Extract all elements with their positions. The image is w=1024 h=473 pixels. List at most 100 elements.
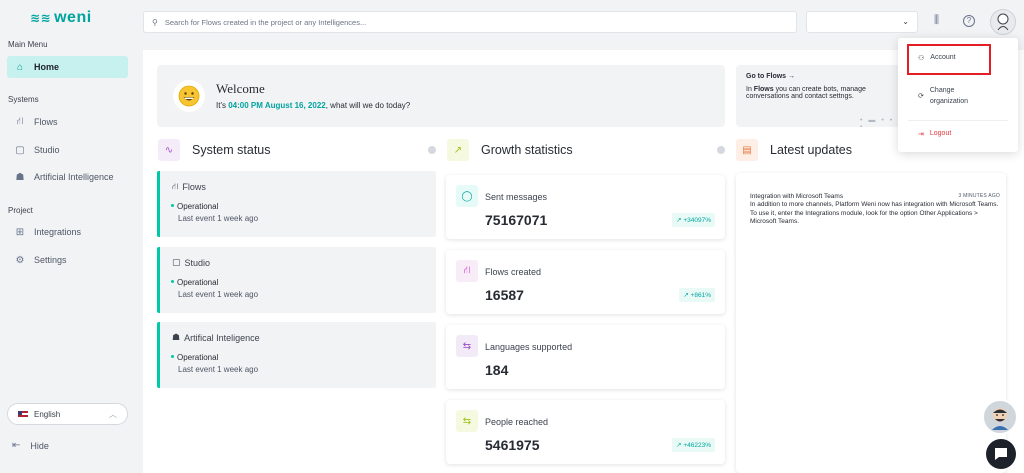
goto-text: In Flows you can create bots, manage con… (746, 86, 891, 100)
status-name-text: Studio (184, 257, 211, 268)
logout-icon: ⇥ (918, 131, 924, 138)
stat-label: People reached (485, 417, 549, 427)
search-bar: ⚲ (143, 11, 797, 33)
stat-label: Flows created (485, 267, 542, 277)
menu-item-account[interactable]: ⚇ Account (918, 54, 956, 62)
search-input[interactable] (164, 17, 796, 27)
stat-card-sent-messages: ◯ Sent messages 75167071 ↗ +34097% (446, 175, 725, 239)
user-icon: ⚇ (918, 55, 925, 62)
stat-card-people-reached: ⇆ People reached 5461975 ↗ +46223% (446, 400, 725, 464)
search-icon: ⚲ (152, 17, 158, 27)
growth-badge: ↗ +861% (679, 288, 715, 302)
sidebar-item-label: Home (34, 62, 60, 72)
welcome-message: It's 04:00 PM August 16, 2022, what will… (216, 101, 410, 110)
us-flag-icon (18, 411, 28, 417)
update-title: Integration with Microsoft Teams (750, 193, 844, 200)
section-title: Growth statistics (481, 143, 573, 157)
status-card-flows: ⛙ Flows Operational Last event 1 week ago (157, 171, 436, 237)
studio-icon: ▢ (172, 257, 181, 267)
refresh-icon: ⟳ (918, 93, 924, 100)
sidebar-item-label: Settings (34, 255, 67, 265)
growth-badge-text: +34097% (683, 216, 711, 224)
message-icon: ◯ (456, 185, 478, 207)
update-item[interactable]: Integration with Microsoft Teams 3 MINUT… (750, 193, 1000, 227)
info-icon[interactable] (717, 146, 725, 154)
status-card-name: ⛙ Flows (172, 181, 206, 193)
flows-icon: ⛙ (16, 115, 24, 127)
sidebar-item-studio[interactable]: ▢ Studio (7, 139, 128, 161)
status-name-text: Flows (182, 182, 206, 192)
languages-icon: ⇆ (456, 335, 478, 357)
library-icon[interactable]: ⫼ (934, 14, 940, 26)
update-header: Integration with Microsoft Teams 3 MINUT… (750, 193, 1000, 201)
language-label: English (34, 409, 61, 419)
chevron-up-icon: ︿ (109, 409, 117, 419)
trending-up-icon: ↗ (447, 139, 469, 161)
welcome-prefix: It's (216, 101, 229, 110)
sidebar-item-home[interactable]: ⌂ Home (7, 56, 128, 78)
account-menu: ⚇ Account ⟳ Change organization ⇥ Logout (898, 38, 1018, 152)
activity-icon: ∿ (158, 139, 180, 161)
latest-updates-header: ▤ Latest updates (736, 139, 852, 161)
growth-badge: ↗ +34097% (672, 213, 715, 227)
growth-badge: ↗ +46223% (672, 438, 715, 452)
status-text: Operational (170, 278, 219, 287)
menu-item-logout[interactable]: ⇥ Logout (918, 130, 951, 138)
welcome-card: Welcome It's 04:00 PM August 16, 2022, w… (157, 65, 725, 127)
sidebar-item-settings[interactable]: ⚙ Settings (7, 249, 128, 271)
highlight-box (907, 44, 991, 75)
project-select[interactable]: ⌄ (806, 11, 918, 33)
robot-icon: ☗ (172, 332, 181, 342)
welcome-time: 04:00 PM August 16, 2022 (228, 101, 326, 110)
home-icon: ⌂ (16, 61, 24, 73)
assistant-avatar[interactable] (982, 399, 1018, 435)
help-icon[interactable]: ? (963, 15, 975, 27)
carousel-dots[interactable]: • ▬ • • • (860, 117, 895, 127)
weni-logo[interactable]: ≋≋ weni (30, 9, 92, 27)
studio-icon: ▢ (15, 144, 25, 156)
stat-card-flows-created: ⛙ Flows created 16587 ↗ +861% (446, 250, 725, 314)
status-card-studio: ▢ Studio Operational Last event 1 week ag… (157, 247, 436, 313)
gear-icon: ⚙ (15, 254, 25, 266)
trend-icon: ↗ (676, 217, 684, 224)
menu-item-label: Account (930, 54, 956, 61)
brand-name: weni (54, 9, 92, 26)
sidebar-item-label: Studio (34, 145, 60, 155)
info-icon[interactable] (428, 146, 436, 154)
update-body: In addition to more channels, Platform W… (750, 201, 999, 226)
hide-sidebar-button[interactable]: ⇤ Hide (12, 440, 49, 451)
sidebar: ≋≋ weni Main Menu ⌂ Home Systems ⛙ Flows… (0, 0, 135, 473)
avatar[interactable] (990, 9, 1016, 35)
growth-statistics-header: ↗ Growth statistics (447, 139, 573, 161)
status-text: Operational (170, 353, 219, 362)
flows-icon: ⛙ (172, 181, 179, 191)
sidebar-item-flows[interactable]: ⛙ Flows (7, 111, 128, 133)
menu-divider (908, 120, 1008, 121)
sidebar-item-integrations[interactable]: ⊞ Integrations (7, 221, 128, 243)
sidebar-item-label: Artificial Intelligence (34, 172, 114, 182)
chat-icon (995, 448, 1007, 460)
user-avatar-icon (997, 13, 1009, 31)
status-event: Last event 1 week ago (178, 214, 259, 223)
menu-item-label: Logout (929, 130, 952, 137)
status-event: Last event 1 week ago (178, 365, 259, 374)
people-icon: ⇆ (456, 410, 478, 432)
chat-button[interactable] (986, 439, 1016, 469)
trend-icon: ↗ (683, 292, 691, 299)
goto-flows-card[interactable]: Go to Flows → In Flows you can create bo… (736, 65, 901, 127)
sidebar-item-ai[interactable]: ☗ Artificial Intelligence (7, 166, 128, 188)
language-select[interactable]: English ︿ (7, 403, 128, 425)
status-event: Last event 1 week ago (178, 290, 259, 299)
trend-icon: ↗ (676, 442, 684, 449)
goto-title[interactable]: Go to Flows → (746, 73, 795, 80)
stat-value: 5461975 (485, 437, 540, 453)
growth-badge-text: +46223% (683, 441, 711, 449)
status-card-name: ▢ Studio (172, 257, 210, 268)
stat-card-languages: ⇆ Languages supported 184 (446, 325, 725, 389)
flows-icon: ⛙ (456, 260, 478, 282)
hide-label: Hide (30, 440, 49, 451)
status-card-name: ☗ Artifical Inteligence (172, 332, 260, 343)
menu-item-change-organization[interactable]: ⟳ Change organization (918, 86, 988, 107)
welcome-suffix: , what will we do today? (325, 101, 411, 110)
menu-item-label: Change organization (929, 87, 969, 105)
